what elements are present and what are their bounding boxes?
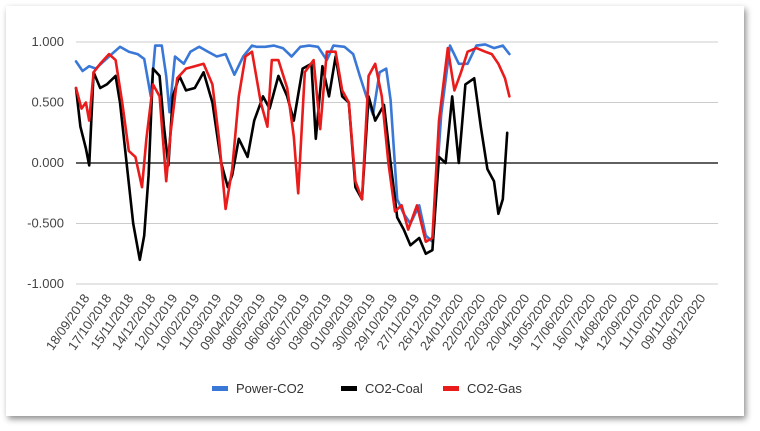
legend-label: Power-CO2 bbox=[236, 381, 304, 396]
series-layer bbox=[74, 43, 511, 262]
y-axis-ticks: 1.000 0.500 0.000 -0.500 -1.000 bbox=[27, 34, 64, 291]
y-tick-label: -1.000 bbox=[27, 276, 64, 291]
legend-swatch bbox=[212, 386, 228, 391]
line-chart: 1.000 0.500 0.000 -0.500 -1.000 18/09/201817… bbox=[27, 34, 718, 396]
y-tick-label: 0.500 bbox=[31, 95, 64, 110]
x-axis-ticks: 18/09/201817/10/201815/11/201814/12/2018… bbox=[43, 291, 709, 353]
legend-swatch bbox=[341, 386, 357, 391]
y-tick-label: 1.000 bbox=[31, 34, 64, 49]
y-tick-label: 0.000 bbox=[31, 155, 64, 170]
legend: Power-CO2 CO2-Coal CO2-Gas bbox=[212, 381, 522, 396]
chart-frame: 1.000 0.500 0.000 -0.500 -1.000 18/09/2018 17… bbox=[6, 6, 744, 416]
legend-label: CO2-Gas bbox=[467, 381, 522, 396]
grid-lines bbox=[76, 41, 718, 285]
series-line-co2-gas bbox=[74, 46, 511, 243]
legend-label: CO2-Coal bbox=[365, 381, 423, 396]
legend-swatch bbox=[443, 386, 459, 391]
y-tick-label: -0.500 bbox=[27, 216, 64, 231]
